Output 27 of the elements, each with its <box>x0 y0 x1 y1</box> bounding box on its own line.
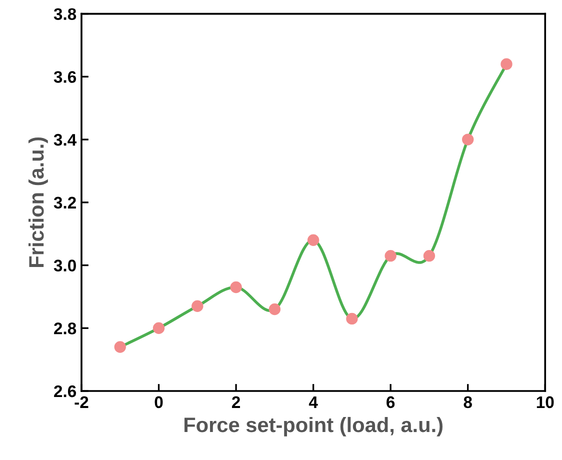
y-tick-label: 3.4 <box>54 134 77 146</box>
point <box>423 250 436 262</box>
y-axis-title: Friction (a.u.) <box>28 137 48 267</box>
point <box>346 312 358 325</box>
y-tick-label: 3.6 <box>54 71 76 83</box>
x-tick-label: -2 <box>74 396 88 408</box>
y-tick-label: 2.6 <box>54 385 76 398</box>
point <box>268 303 281 316</box>
point <box>152 322 165 334</box>
point <box>114 341 126 353</box>
x-tick-label: 2 <box>232 396 240 408</box>
y-tick-label: 3.8 <box>54 8 76 20</box>
y-tick-label: 3.0 <box>54 260 76 272</box>
point <box>230 281 242 294</box>
x-tick-label: 8 <box>464 396 472 408</box>
x-axis-title: Force set-point (load, a.u.) <box>184 416 443 436</box>
y-tick-label: 2.8 <box>54 322 76 334</box>
point <box>500 58 512 70</box>
x-tick-label: 10 <box>536 396 554 408</box>
x-tick-label: 6 <box>386 396 395 408</box>
point <box>192 300 204 312</box>
point <box>384 250 396 262</box>
point <box>462 134 474 146</box>
x-tick-label: 4 <box>308 396 318 408</box>
point <box>307 234 320 246</box>
y-tick-label: 3.2 <box>54 196 76 209</box>
x-tick-label: 0 <box>154 396 163 408</box>
